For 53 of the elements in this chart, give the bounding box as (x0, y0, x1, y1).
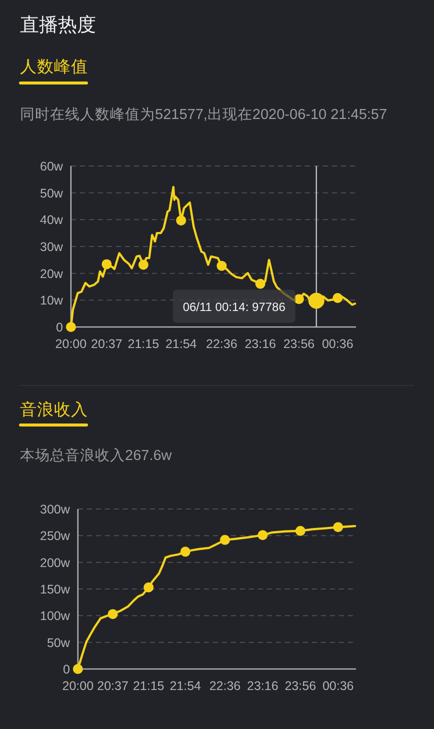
y-tick-label: 250w (40, 529, 71, 544)
x-tick-label: 22:36 (209, 679, 241, 693)
point (308, 292, 324, 309)
point (72, 664, 83, 674)
chart-subtitle: 同时在线人数峰值为521577,出现在2020-06-10 21:45:57 (20, 106, 388, 123)
x-tick-label: 23:16 (247, 679, 278, 693)
point (176, 215, 186, 226)
point (255, 278, 266, 289)
y-tick-label: 10w (40, 294, 64, 308)
point (333, 522, 344, 532)
point (332, 293, 343, 304)
point (294, 294, 304, 304)
y-tick-label: 0 (56, 320, 63, 334)
annotation: 06/11 00:14: 97786 (182, 300, 286, 314)
x-tick-label: 23:56 (284, 679, 316, 693)
x-tick-label: 00:36 (322, 679, 354, 693)
x-tick-label: 21:15 (128, 337, 160, 351)
point (216, 260, 227, 271)
y-tick-label: 30w (40, 240, 64, 254)
point (108, 609, 118, 620)
y-tick-label: 50w (40, 186, 64, 200)
x-tick-label: 21:15 (132, 679, 164, 693)
y-tick-label: 0 (62, 662, 70, 676)
text: 直播热度 (20, 14, 96, 36)
point (295, 526, 306, 536)
point (102, 259, 112, 270)
y-tick-label: 50w (46, 636, 71, 650)
x-tick-label: 21:54 (165, 337, 197, 351)
y-tick-label: 20w (40, 266, 64, 281)
x-tick-label: 21:54 (170, 679, 202, 693)
x-tick-label: 00:36 (322, 337, 354, 351)
x-tick-label: 20:00 (62, 679, 94, 693)
chart-title: 音浪收入 (20, 400, 88, 419)
y-tick-label: 300w (40, 502, 71, 516)
y-tick-label: 200w (40, 556, 71, 570)
x-tick-label: 20:37 (91, 337, 122, 351)
point (220, 534, 230, 545)
point (180, 546, 190, 557)
x-tick-label: 23:56 (283, 337, 315, 351)
y-tick-label: 100w (40, 609, 71, 624)
point (144, 582, 154, 592)
point (138, 260, 148, 270)
chart-subtitle: 本场总音浪收入267.6w (20, 447, 172, 464)
x-tick-label: 23:16 (244, 337, 276, 351)
y-tick-label: 60w (40, 160, 64, 174)
x-tick-label: 20:00 (55, 337, 87, 351)
x-tick-label: 20:37 (97, 679, 128, 693)
y-tick-label: 150w (40, 582, 71, 596)
point (66, 322, 76, 332)
point (258, 530, 268, 540)
chart-title: 人数峰值 (20, 58, 88, 76)
y-tick-label: 40w (40, 213, 64, 228)
x-tick-label: 22:36 (206, 337, 238, 351)
